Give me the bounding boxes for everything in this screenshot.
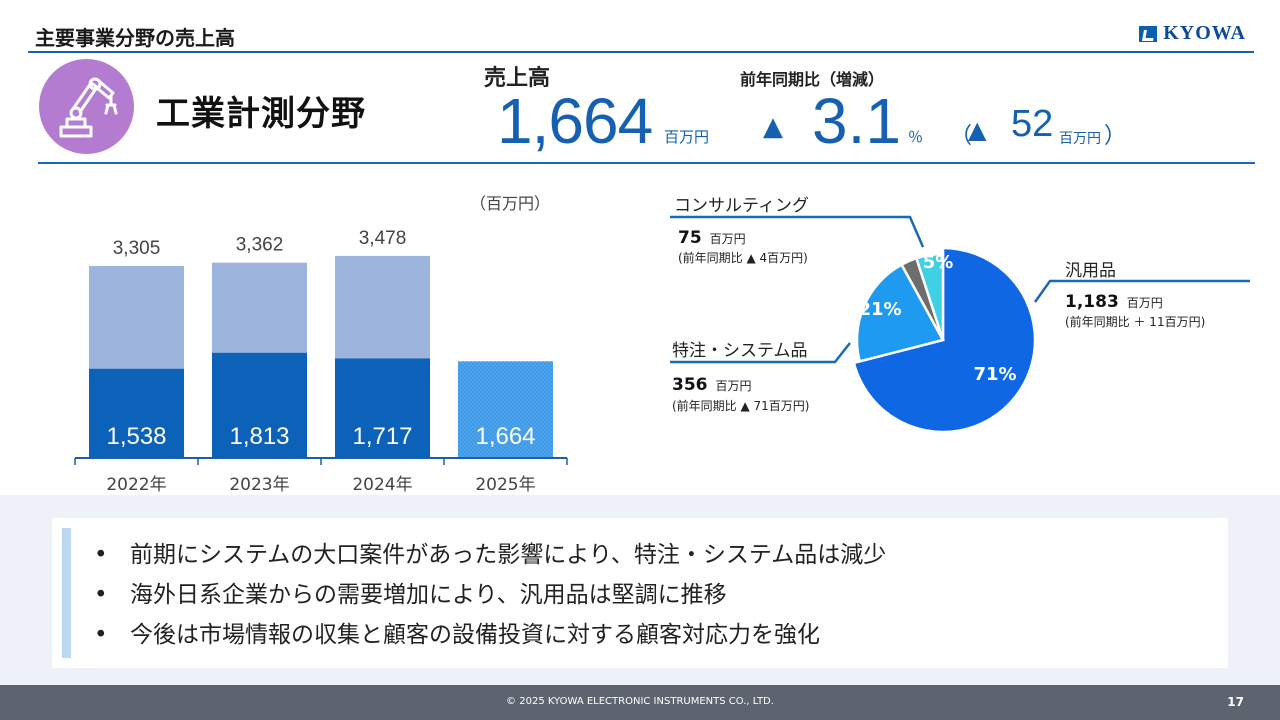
footer: © 2025 KYOWA ELECTRONIC INSTRUMENTS CO.,…: [0, 685, 1280, 720]
summary-text: 今後は市場情報の収集と顧客の設備投資に対する顧客対応力を強化: [130, 622, 820, 648]
pie-amount-value: 1,183: [1065, 292, 1119, 312]
pie-yoy-label: (前年同期比 ▲ 71百万円): [672, 398, 810, 413]
bar-segment: [335, 358, 430, 458]
bar-segment: [212, 352, 307, 458]
kyowa-logo-mark-icon: [1139, 25, 1158, 42]
summary-accent-bar: [62, 528, 71, 658]
bar-total-label: 3,362: [236, 235, 284, 256]
x-tick-label: 2023年: [229, 475, 289, 495]
section-title: 主要事業分野の売上高: [35, 26, 235, 50]
segment-name: 工業計測分野: [156, 94, 366, 134]
sales-value: 1,664: [497, 85, 653, 157]
pie-yoy-label: (前年同期比 ▲ 4百万円): [678, 250, 808, 265]
pie-yoy-label: (前年同期比 ＋ 11百万円): [1065, 314, 1205, 329]
bar-chart-unit: （百万円）: [470, 194, 551, 213]
pie-percent-label: 5%: [923, 252, 954, 273]
yoy-percent-unit: ％: [908, 128, 924, 146]
bar-segment: [458, 361, 553, 458]
pie-amount-unit: 百万円: [1127, 296, 1163, 310]
bullet-icon: •: [94, 622, 108, 648]
header-divider: [28, 51, 1254, 53]
pie-amount-unit: 百万円: [710, 232, 746, 246]
x-tick-label: 2025年: [475, 475, 535, 495]
yoy-close-paren: ）: [1104, 124, 1127, 149]
summary-text: 前期にシステムの大口案件があった影響により、特注・システム品は減少: [130, 542, 887, 568]
pie-slice: [855, 262, 945, 363]
robot-arm-icon: [39, 59, 134, 154]
bullet-icon: •: [94, 582, 108, 608]
page-number: 17: [1227, 695, 1244, 709]
pie-chart: 71% 21% 5% 汎用品 1,183 百万円 (前年同期比 ＋ 11百万円) 特注・システ…: [670, 196, 1250, 434]
bar-data-label: 1,717: [352, 423, 412, 450]
callout-line: [1033, 279, 1250, 303]
summary-item: • 前期にシステムの大口案件があった影響により、特注・システム品は減少: [94, 535, 886, 575]
x-tick-label: 2024年: [352, 475, 412, 495]
bar-segment: [212, 262, 307, 353]
yoy-label: 前年同期比（増減）: [740, 70, 885, 89]
bar-segment: [89, 265, 184, 369]
summary-text: 海外日系企業からの需要増加により、汎用品は堅調に推移: [130, 582, 727, 608]
summary-list: • 前期にシステムの大口案件があった影響により、特注・システム品は減少 • 海外日系…: [94, 535, 886, 655]
kyowa-logo: KYOWA: [1139, 22, 1246, 45]
pie-amount-label: 1,183 百万円: [1065, 292, 1163, 312]
bar-total-label: 3,305: [113, 238, 161, 259]
decrease-triangle-icon: ▲: [968, 116, 987, 144]
decrease-triangle-icon: ▲: [763, 112, 783, 142]
yoy-amount-value: 52: [1011, 103, 1054, 145]
pie-percent-label: 21%: [858, 299, 901, 320]
pie-amount-value: 75: [678, 228, 702, 248]
summary-item: • 今後は市場情報の収集と顧客の設備投資に対する顧客対応力を強化: [94, 615, 886, 655]
bar-chart: 1,538 3,305 2022年 1,813 3,362 2023年 1,717 3,478…: [74, 228, 568, 495]
summary-box: [52, 518, 1228, 668]
yoy-open-paren: （: [950, 124, 973, 149]
pie-amount-value: 356: [672, 375, 708, 395]
bar-data-label: 1,664: [475, 423, 535, 450]
yoy-percent-value: 3.1: [812, 85, 901, 157]
bar-data-label: 1,813: [229, 423, 289, 450]
callout-line: [670, 342, 851, 364]
pie-amount-label: 356 百万円: [672, 375, 752, 395]
bar-segment: [335, 255, 430, 359]
pie-category-label: コンサルティング: [674, 196, 809, 216]
bar-total-label: 3,478: [359, 228, 407, 249]
pie-category-label: 特注・システム品: [672, 341, 808, 361]
footer-copyright: © 2025 KYOWA ELECTRONIC INSTRUMENTS CO.,…: [506, 696, 774, 707]
yoy-amount-unit: 百万円: [1059, 131, 1101, 147]
pie-percent-label: 71%: [973, 364, 1016, 385]
logo-text: KYOWA: [1163, 22, 1246, 44]
callout-line: [670, 215, 925, 248]
bar-segment: [89, 368, 184, 458]
pie-amount-label: 75 百万円: [678, 228, 746, 248]
x-tick-label: 2022年: [106, 475, 166, 495]
sales-label: 売上高: [484, 66, 551, 91]
pie-slice: [914, 252, 945, 341]
pie-slice: [852, 246, 1037, 434]
kpi-divider: [38, 162, 1255, 164]
bullet-icon: •: [94, 542, 108, 568]
pie-category-label: 汎用品: [1065, 261, 1116, 281]
bar-data-label: 1,538: [106, 423, 166, 450]
sales-unit: 百万円: [664, 128, 710, 146]
summary-item: • 海外日系企業からの需要増加により、汎用品は堅調に推移: [94, 575, 886, 615]
pie-amount-unit: 百万円: [716, 379, 752, 393]
